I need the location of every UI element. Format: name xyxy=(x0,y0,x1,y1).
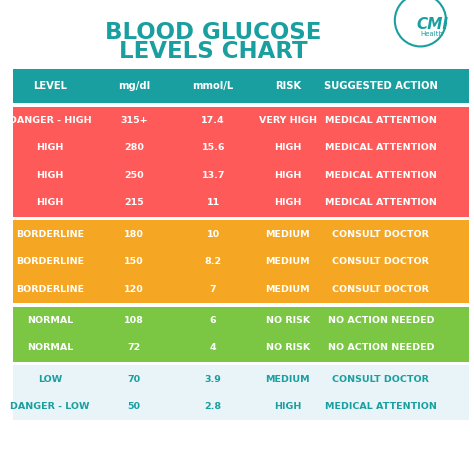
Text: mg/dl: mg/dl xyxy=(118,81,150,91)
Text: CONSULT DOCTOR: CONSULT DOCTOR xyxy=(332,230,429,238)
FancyBboxPatch shape xyxy=(13,69,469,103)
Text: LEVEL: LEVEL xyxy=(33,81,67,91)
Text: DANGER - LOW: DANGER - LOW xyxy=(10,402,90,411)
Text: MEDIUM: MEDIUM xyxy=(265,285,310,293)
Text: BORDERLINE: BORDERLINE xyxy=(16,285,84,293)
FancyBboxPatch shape xyxy=(13,365,469,420)
Text: CMI: CMI xyxy=(416,17,448,32)
Text: 70: 70 xyxy=(128,375,141,383)
Text: BORDERLINE: BORDERLINE xyxy=(16,230,84,238)
Text: 215: 215 xyxy=(124,199,144,207)
Text: HIGH: HIGH xyxy=(36,171,64,180)
Text: 315+: 315+ xyxy=(120,116,148,125)
Text: 17.4: 17.4 xyxy=(201,116,225,125)
Text: HIGH: HIGH xyxy=(274,199,301,207)
Text: 13.7: 13.7 xyxy=(201,171,225,180)
Text: 4: 4 xyxy=(210,344,217,352)
Text: 108: 108 xyxy=(124,316,144,325)
Text: NORMAL: NORMAL xyxy=(27,344,73,352)
Text: 72: 72 xyxy=(128,344,141,352)
Text: MEDICAL ATTENTION: MEDICAL ATTENTION xyxy=(325,199,437,207)
Text: 7: 7 xyxy=(210,285,217,293)
Text: HIGH: HIGH xyxy=(274,171,301,180)
Text: SUGGESTED ACTION: SUGGESTED ACTION xyxy=(324,81,438,91)
Text: LOW: LOW xyxy=(38,375,62,383)
Text: 6: 6 xyxy=(210,316,217,325)
FancyBboxPatch shape xyxy=(13,307,469,362)
Text: CONSULT DOCTOR: CONSULT DOCTOR xyxy=(332,257,429,266)
Text: MEDICAL ATTENTION: MEDICAL ATTENTION xyxy=(325,171,437,180)
Text: 10: 10 xyxy=(207,230,220,238)
Text: 250: 250 xyxy=(124,171,144,180)
Text: CONSULT DOCTOR: CONSULT DOCTOR xyxy=(332,375,429,383)
Text: MEDICAL ATTENTION: MEDICAL ATTENTION xyxy=(325,144,437,152)
Text: 8.2: 8.2 xyxy=(205,257,222,266)
Text: NO ACTION NEEDED: NO ACTION NEEDED xyxy=(328,344,434,352)
Text: Health: Health xyxy=(420,31,444,37)
Text: 11: 11 xyxy=(207,199,220,207)
Text: 120: 120 xyxy=(124,285,144,293)
Text: MEDICAL ATTENTION: MEDICAL ATTENTION xyxy=(325,116,437,125)
Text: VERY HIGH: VERY HIGH xyxy=(259,116,317,125)
Text: 2.8: 2.8 xyxy=(205,402,222,411)
Text: NO RISK: NO RISK xyxy=(265,344,310,352)
Text: MEDIUM: MEDIUM xyxy=(265,375,310,383)
Text: MEDIUM: MEDIUM xyxy=(265,230,310,238)
Text: 150: 150 xyxy=(124,257,144,266)
Text: 50: 50 xyxy=(128,402,140,411)
FancyBboxPatch shape xyxy=(13,220,469,303)
Text: LEVELS CHART: LEVELS CHART xyxy=(119,40,308,64)
Text: RISK: RISK xyxy=(274,81,301,91)
Text: MEDICAL ATTENTION: MEDICAL ATTENTION xyxy=(325,402,437,411)
Text: DANGER - HIGH: DANGER - HIGH xyxy=(9,116,91,125)
Text: NO RISK: NO RISK xyxy=(265,316,310,325)
Text: CONSULT DOCTOR: CONSULT DOCTOR xyxy=(332,285,429,293)
Text: 15.6: 15.6 xyxy=(201,144,225,152)
Text: NO ACTION NEEDED: NO ACTION NEEDED xyxy=(328,316,434,325)
Text: 3.9: 3.9 xyxy=(205,375,222,383)
Text: MEDIUM: MEDIUM xyxy=(265,257,310,266)
FancyBboxPatch shape xyxy=(13,107,469,217)
Text: mmol/L: mmol/L xyxy=(192,81,234,91)
Text: 180: 180 xyxy=(124,230,144,238)
Text: 280: 280 xyxy=(124,144,144,152)
Text: HIGH: HIGH xyxy=(36,144,64,152)
Text: BLOOD GLUCOSE: BLOOD GLUCOSE xyxy=(105,21,321,45)
Text: NORMAL: NORMAL xyxy=(27,316,73,325)
Text: HIGH: HIGH xyxy=(274,144,301,152)
Text: BORDERLINE: BORDERLINE xyxy=(16,257,84,266)
Text: HIGH: HIGH xyxy=(274,402,301,411)
Text: HIGH: HIGH xyxy=(36,199,64,207)
